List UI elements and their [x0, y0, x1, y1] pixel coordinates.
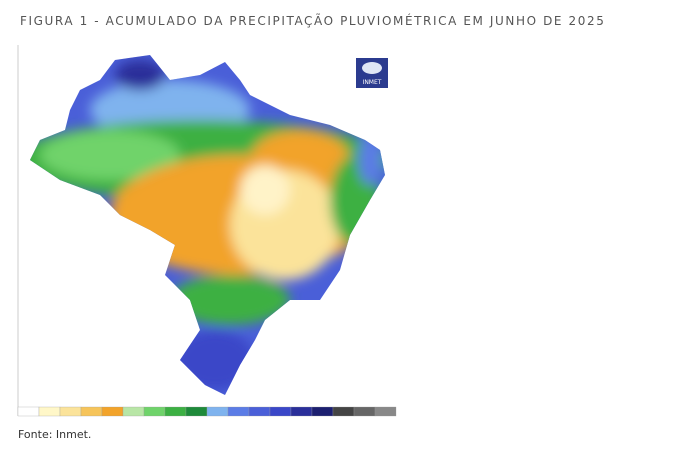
logo-text: INMET — [363, 79, 382, 86]
scale-swatch — [59, 406, 82, 417]
scale-swatch — [353, 406, 376, 417]
scale-swatch — [80, 406, 103, 417]
scale-swatch — [38, 406, 61, 417]
rainfall-field — [30, 55, 385, 395]
scale-swatch — [164, 406, 187, 417]
figure-title: FIGURA 1 - ACUMULADO DA PRECIPITAÇÃO PLU… — [20, 14, 606, 28]
scale-swatch — [122, 406, 145, 417]
scale-swatch — [101, 406, 124, 417]
scale-swatch — [269, 406, 292, 417]
source-note: Fonte: Inmet. — [18, 428, 92, 441]
scale-swatch — [311, 406, 334, 417]
color-scale — [17, 406, 397, 417]
logo-cloud — [362, 62, 382, 74]
scale-swatch — [248, 406, 271, 417]
precipitation-map: INMET — [17, 45, 397, 417]
scale-swatch — [290, 406, 313, 417]
scale-swatch — [17, 406, 40, 417]
scale-swatch — [374, 406, 397, 417]
scale-swatch — [185, 406, 208, 417]
scale-swatch — [332, 406, 355, 417]
scale-swatch — [206, 406, 229, 417]
scale-swatch — [143, 406, 166, 417]
scale-swatch — [227, 406, 250, 417]
